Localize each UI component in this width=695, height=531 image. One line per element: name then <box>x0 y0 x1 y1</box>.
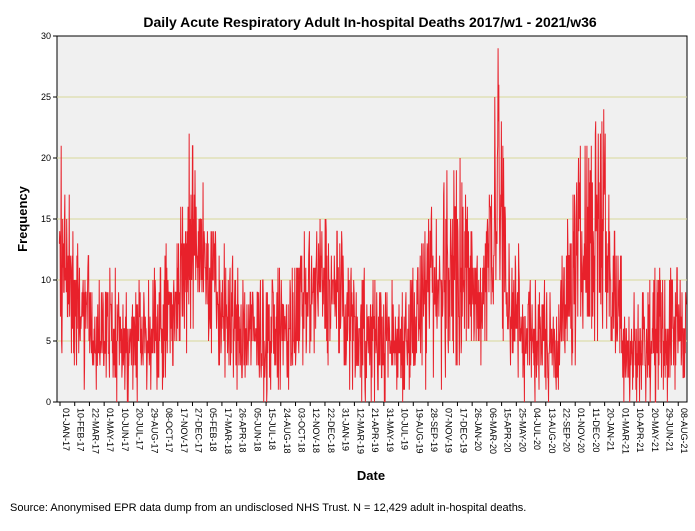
x-tick-label: 01-NOV-20 <box>576 408 586 453</box>
x-tick-label: 10-JUL-19 <box>400 408 410 450</box>
x-axis-label: Date <box>357 468 385 483</box>
y-axis-label: Frequency <box>15 185 30 252</box>
x-tick-label: 19-AUG-19 <box>414 408 424 454</box>
x-tick-label: 28-SEP-19 <box>429 408 439 452</box>
y-tick-label: 20 <box>41 153 51 163</box>
x-tick-label: 05-JUN-18 <box>252 408 262 452</box>
x-tick-label: 01-MAY-17 <box>105 408 115 452</box>
x-tick-label: 31-JAN-19 <box>341 408 351 451</box>
x-tick-label: 20-JUL-17 <box>135 408 145 450</box>
x-tick-label: 10-JUN-17 <box>120 408 130 452</box>
x-tick-label: 15-APR-20 <box>503 408 513 453</box>
chart-title: Daily Acute Respiratory Adult In-hospita… <box>143 14 597 30</box>
x-tick-label: 29-JUN-21 <box>665 408 675 452</box>
y-tick-label: 30 <box>41 31 51 41</box>
x-tick-label: 10-FEB-17 <box>76 408 86 452</box>
x-axis: 01-JAN-17 10-FEB-17 22-MAR-17 01-MAY-17 10-J… <box>59 402 689 454</box>
y-tick-label: 10 <box>41 275 51 285</box>
x-tick-label: 10-APR-21 <box>635 408 645 453</box>
x-tick-label: 07-NOV-19 <box>444 408 454 453</box>
x-tick-label: 11-DEC-20 <box>591 408 601 452</box>
y-tick-label: 15 <box>41 214 51 224</box>
x-tick-label: 22-DEC-18 <box>326 408 336 453</box>
x-tick-label: 06-MAR-20 <box>488 408 498 454</box>
x-tick-label: 21-APR-19 <box>370 408 380 453</box>
x-tick-label: 27-DEC-17 <box>193 408 203 453</box>
x-tick-label: 20-MAY-21 <box>650 408 660 452</box>
x-tick-label: 08-AUG-21 <box>679 408 689 454</box>
x-tick-label: 01-MAR-21 <box>620 408 630 454</box>
x-tick-label: 22-SEP-20 <box>561 408 571 452</box>
y-tick-label: 0 <box>46 397 51 407</box>
y-axis: 0 5 10 15 20 25 30 <box>41 31 57 407</box>
x-tick-label: 05-FEB-18 <box>208 408 218 452</box>
y-tick-label: 5 <box>46 336 51 346</box>
x-tick-label: 31-MAY-19 <box>385 408 395 452</box>
x-tick-label: 26-JAN-20 <box>473 408 483 451</box>
x-tick-label: 15-JUL-18 <box>267 408 277 450</box>
x-tick-label: 22-MAR-17 <box>90 408 100 454</box>
x-tick-label: 29-AUG-17 <box>149 408 159 454</box>
x-tick-label: 25-MAY-20 <box>517 408 527 452</box>
source-note: Source: Anonymised EPR data dump from an… <box>10 502 527 514</box>
series-line-daily-deaths <box>58 48 687 403</box>
x-tick-label: 20-JAN-21 <box>606 408 616 451</box>
x-tick-label: 08-OCT-17 <box>164 408 174 453</box>
y-tick-label: 25 <box>41 92 51 102</box>
x-tick-label: 17-MAR-18 <box>223 408 233 454</box>
x-tick-label: 24-AUG-18 <box>282 408 292 454</box>
x-tick-label: 04-JUL-20 <box>532 408 542 450</box>
x-tick-label: 01-JAN-17 <box>61 408 71 451</box>
x-tick-label: 13-AUG-20 <box>547 408 557 454</box>
x-tick-label: 12-NOV-18 <box>311 408 321 453</box>
x-tick-label: 26-APR-18 <box>238 408 248 453</box>
x-tick-label: 12-MAR-19 <box>355 408 365 454</box>
x-tick-label: 03-OCT-18 <box>297 408 307 453</box>
x-tick-label: 17-DEC-19 <box>458 408 468 453</box>
x-tick-label: 17-NOV-17 <box>179 408 189 453</box>
series-line-group <box>58 48 687 403</box>
